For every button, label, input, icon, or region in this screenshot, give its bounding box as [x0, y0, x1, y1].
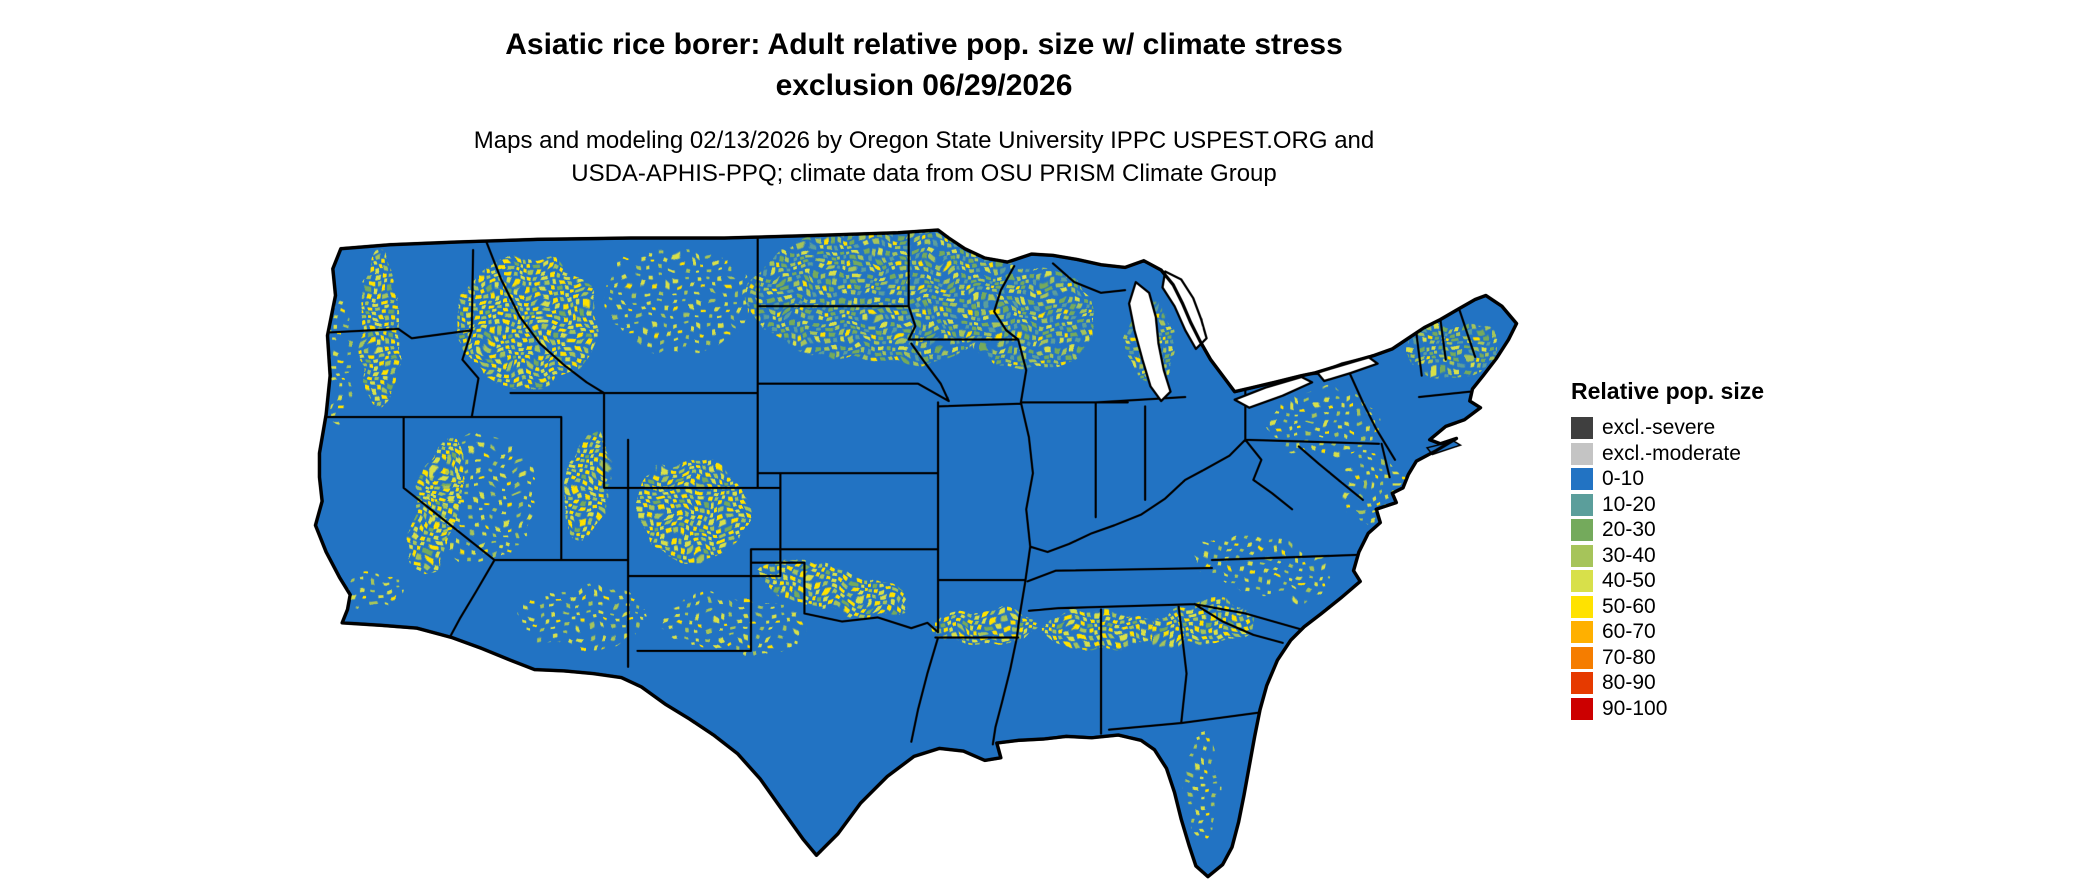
- legend-label: 70-80: [1602, 645, 1656, 669]
- legend-label: 50-60: [1602, 594, 1656, 618]
- legend-row: 40-50: [1571, 570, 1871, 592]
- legend-row: 10-20: [1571, 492, 1871, 516]
- legend-row: 0-10: [1571, 468, 1871, 490]
- legend-label: 30-40: [1602, 543, 1656, 567]
- legend-row: 90-100: [1571, 696, 1871, 720]
- legend-swatch: [1571, 493, 1593, 516]
- legend-row: 50-60: [1571, 594, 1871, 618]
- legend-row: 60-70: [1571, 621, 1871, 643]
- legend-label: 0-10: [1602, 467, 1645, 490]
- lake-michigan: [1127, 280, 1172, 403]
- legend-row: 30-40: [1571, 543, 1871, 567]
- legend-label: 90-100: [1602, 696, 1668, 720]
- legend-row: 80-90: [1571, 672, 1871, 694]
- map-subtitle-line1: Maps and modeling 02/13/2026 by Oregon S…: [473, 127, 1375, 154]
- lake-erie: [1233, 375, 1314, 409]
- map-legend: Relative pop. size excl.-severe excl.-mo…: [1571, 378, 1871, 720]
- legend-swatch: [1571, 697, 1593, 720]
- legend-label: excl.-severe: [1602, 416, 1716, 439]
- legend-swatch: [1571, 672, 1593, 694]
- legend-label: 10-20: [1602, 492, 1656, 516]
- subtitle-block: Maps and modeling 02/13/2026 by Oregon S…: [0, 124, 1848, 190]
- us-map: [308, 226, 1528, 886]
- legend-row: 20-30: [1571, 519, 1871, 541]
- legend-row: excl.-severe: [1571, 417, 1871, 439]
- legend-swatch: [1571, 646, 1593, 669]
- legend-swatch: [1571, 595, 1593, 618]
- map-title-line1: Asiatic rice borer: Adult relative pop. …: [505, 28, 1343, 61]
- legend-swatch: [1571, 570, 1593, 592]
- legend-items: excl.-severe excl.-moderate 0-10 10-20 2…: [1571, 417, 1871, 720]
- map-title-line2: exclusion 06/29/2026: [775, 69, 1073, 102]
- legend-row: 70-80: [1571, 645, 1871, 669]
- legend-label: 20-30: [1602, 518, 1656, 541]
- legend-label: 40-50: [1602, 569, 1656, 592]
- legend-label: 80-90: [1602, 671, 1656, 694]
- title-block: Asiatic rice borer: Adult relative pop. …: [0, 24, 1848, 190]
- legend-title: Relative pop. size: [1571, 378, 1765, 404]
- legend-swatch: [1571, 468, 1593, 490]
- legend-swatch: [1571, 621, 1593, 643]
- terrain-overlay: [327, 230, 1498, 844]
- legend-label: excl.-moderate: [1602, 441, 1741, 465]
- legend-label: 60-70: [1602, 620, 1656, 643]
- us-map-svg: [313, 228, 1519, 879]
- legend-swatch: [1571, 544, 1593, 567]
- legend-row: excl.-moderate: [1571, 441, 1871, 465]
- legend-swatch: [1571, 519, 1593, 541]
- legend-swatch: [1571, 442, 1593, 465]
- map-subtitle-line2: USDA-APHIS-PPQ; climate data from OSU PR…: [571, 160, 1277, 187]
- legend-swatch: [1571, 417, 1593, 439]
